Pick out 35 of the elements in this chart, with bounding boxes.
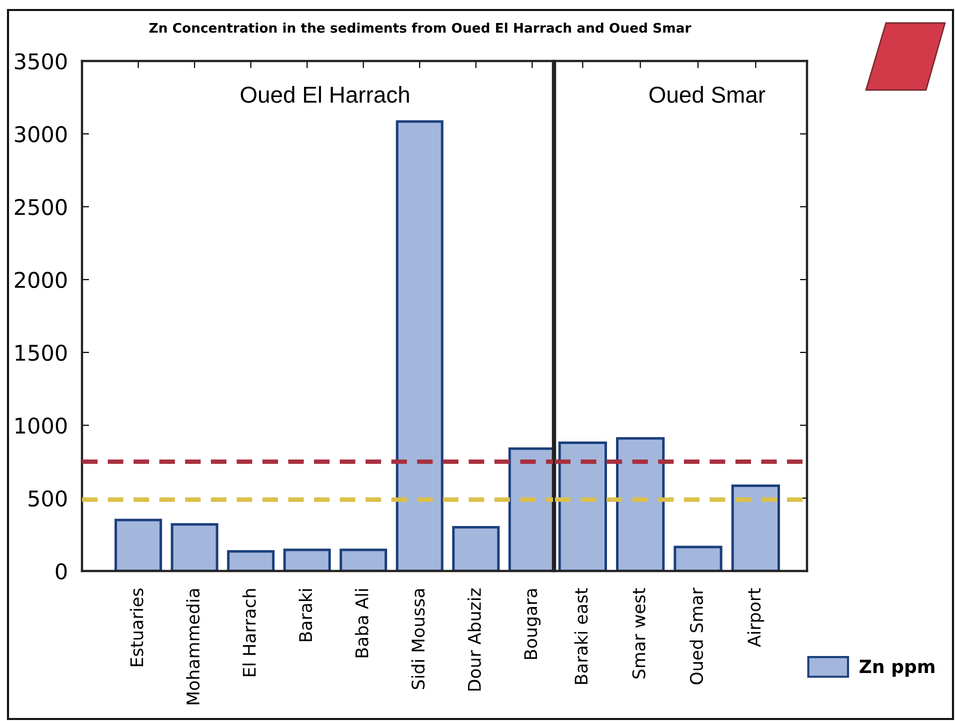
x-tick-label: El Harrach — [242, 589, 256, 676]
x-tick-label: Baba Ali — [354, 589, 368, 658]
bar — [674, 546, 722, 571]
y-tick-label: 1000 — [16, 417, 67, 434]
x-tick-label: Sidi Moussa — [411, 589, 425, 690]
x-tick-label: Oued Smar — [690, 588, 704, 684]
x-tick-label: Bougara — [524, 589, 541, 659]
x-tick-label: Dour Abuziz — [468, 588, 481, 691]
x-tick-label: Airport — [747, 588, 764, 647]
text: Oued Smar — [649, 86, 766, 103]
bar — [616, 437, 665, 571]
y-tick-label: 2000 — [14, 272, 67, 288]
bar — [283, 548, 331, 571]
bar — [114, 518, 162, 571]
y-tick-label: 3000 — [14, 126, 67, 142]
x-tick-label: Baraki — [298, 589, 312, 642]
y-tick-label: 0 — [56, 563, 67, 580]
y-tick-label: 500 — [28, 490, 67, 507]
bar — [452, 526, 500, 571]
y-tick-label: 3500 — [14, 53, 67, 70]
x-tick-label: Estuaries — [130, 588, 144, 666]
bar — [558, 442, 607, 571]
x-tick-label: Mohammedia — [186, 589, 200, 704]
legend-label: Zn ppm — [860, 660, 934, 677]
bar — [731, 484, 780, 571]
x-tick-label: Smar west — [632, 588, 646, 678]
bar — [396, 120, 444, 571]
text: Oued El Harrach — [240, 86, 409, 103]
bar — [170, 523, 218, 571]
y-tick-label: 2500 — [14, 198, 67, 216]
x-tick-label: Baraki east — [574, 588, 588, 684]
chart-title: Zn Concentration in the sediments from Oued El Harrach and Oued Smar — [149, 22, 692, 33]
y-tick-label: 1500 — [16, 344, 67, 361]
bar — [227, 550, 275, 571]
bar — [340, 548, 388, 571]
